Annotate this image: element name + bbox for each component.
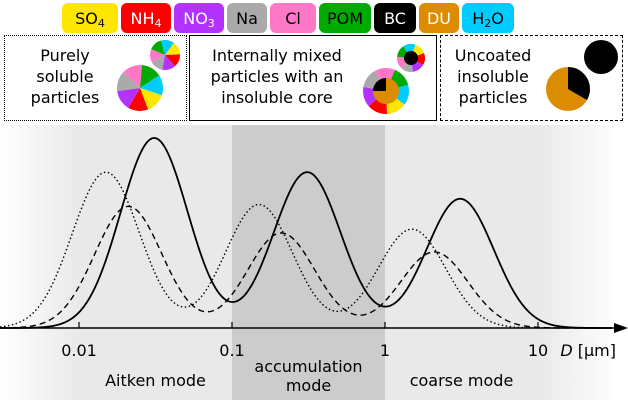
background-fade-left <box>0 125 79 400</box>
insoluble-core-bc-icon <box>373 78 386 91</box>
size-distribution-curve-dotted <box>0 171 612 329</box>
mixed-label-line-2: particles with an <box>210 67 344 86</box>
soluble-particles-label: Purely soluble particles <box>9 45 121 108</box>
soluble-large-pie-icon <box>117 65 163 111</box>
insoluble-particles-box: Uncoated insoluble particles <box>440 35 623 121</box>
soluble-small-pie-icon-slice <box>162 55 175 70</box>
soluble-small-pie-icon-slice <box>165 42 180 55</box>
insoluble-particles-label: Uncoated insoluble particles <box>443 45 543 108</box>
accumulation-mode-band <box>232 125 385 400</box>
legend-chip-cl: Cl <box>270 3 316 33</box>
background-fade-right <box>538 125 620 400</box>
insoluble-label-line-2: insoluble <box>457 67 529 86</box>
legend-chip-so4: SO 4 <box>62 3 118 33</box>
mixed-particles-label: Internally mixed particles with an insol… <box>192 45 362 108</box>
legend-chip-bc: BC <box>374 3 416 33</box>
soluble-large-pie-icon-slice <box>117 72 140 92</box>
soluble-small-pie-icon-slice <box>151 40 165 55</box>
mode-label: coarse mode <box>410 371 514 390</box>
mode-label: mode <box>286 376 331 395</box>
legend-chip-na: Na <box>227 3 267 33</box>
uncoated-bc-particle-icon <box>584 40 618 74</box>
uncoated-bc-slice <box>568 67 590 100</box>
x-axis-title: D [µm] <box>560 341 616 360</box>
size-distribution-curve-dashed <box>0 205 612 329</box>
x-tick-label: 10 <box>528 341 548 360</box>
soluble-large-pie-icon-slice <box>140 75 163 96</box>
x-axis-arrow-icon <box>614 323 628 333</box>
x-tick-label: 0.1 <box>219 341 244 360</box>
soluble-small-pie-icon-slice <box>151 55 165 70</box>
x-tick-label: 1 <box>380 341 390 360</box>
soluble-small-pie-icon-slice <box>161 40 174 55</box>
soluble-small-pie-icon-slice <box>165 54 180 67</box>
x-tick-label: 0.01 <box>61 341 97 360</box>
legend-chip-pom: POM <box>319 3 371 33</box>
size-distribution-curve-solid <box>0 137 613 329</box>
species-legend: SO 4 NH 4 NO 3 Na Cl POM BC DU H 2 O <box>62 3 514 33</box>
soluble-label-line-3: particles <box>30 88 100 107</box>
mixed-label-line-3: insoluble core <box>221 88 333 107</box>
soluble-small-pie-icon-slice <box>150 49 165 63</box>
soluble-large-pie-icon-slice <box>140 65 160 88</box>
mixed-label-line-1: Internally mixed <box>212 46 342 65</box>
legend-chip-no3: NO 3 <box>174 3 224 33</box>
mode-label: Aitken mode <box>105 371 206 390</box>
soluble-label-line-1: Purely <box>40 46 90 65</box>
insoluble-label-line-1: Uncoated <box>454 46 532 65</box>
soluble-label-line-2: soluble <box>36 67 94 86</box>
insoluble-label-line-3: particles <box>458 88 528 107</box>
soluble-large-pie-icon-slice <box>123 65 143 88</box>
mode-label: accumulation <box>254 357 362 376</box>
uncoated-mixed-particle-icon <box>546 67 590 111</box>
soluble-large-pie-icon-slice <box>128 88 149 111</box>
soluble-large-pie-icon-slice <box>117 88 140 108</box>
soluble-large-pie-icon-slice <box>140 88 162 110</box>
legend-chip-nh4: NH 4 <box>121 3 171 33</box>
mixed-large-pie-icon <box>363 68 409 114</box>
mixed-small-pie-icon <box>397 44 425 72</box>
soluble-small-pie-icon <box>150 40 180 70</box>
mixed-small-pie-icon-slice <box>411 53 425 66</box>
insoluble-core-small-icon <box>404 51 418 65</box>
legend-chip-du: DU <box>419 3 459 33</box>
mixed-small-pie-icon-slice <box>403 44 416 58</box>
